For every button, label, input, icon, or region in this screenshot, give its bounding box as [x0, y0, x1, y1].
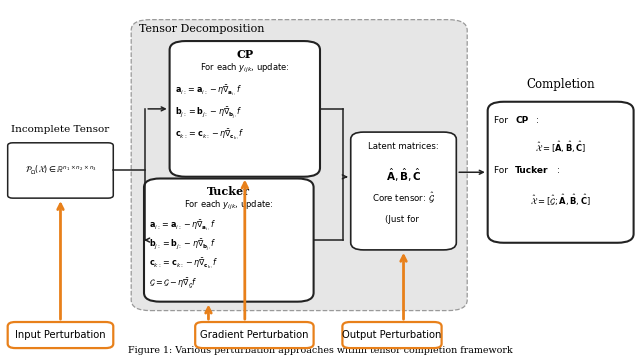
Text: For each $y_{ijk}$, update:: For each $y_{ijk}$, update:: [184, 199, 273, 212]
Text: Figure 1: Various perturbation approaches within tensor completion framework: Figure 1: Various perturbation approache…: [128, 346, 512, 355]
Text: $\hat{\mathcal{X}} = [\hat{\mathbf{A}}, \hat{\mathbf{B}}, \hat{\mathbf{C}}]$: $\hat{\mathcal{X}} = [\hat{\mathbf{A}}, …: [535, 140, 586, 155]
Text: For each $y_{ijk}$, update:: For each $y_{ijk}$, update:: [200, 62, 289, 75]
FancyBboxPatch shape: [342, 322, 442, 348]
FancyBboxPatch shape: [170, 41, 320, 177]
FancyBboxPatch shape: [195, 322, 314, 348]
Text: For: For: [494, 166, 511, 175]
Text: Tucker: Tucker: [515, 166, 548, 175]
Text: CP: CP: [515, 116, 529, 125]
Text: $\mathbf{c}_{k:} = \mathbf{c}_{k:} - \eta\bar{\nabla}_{\mathbf{c}_{k:}} f$: $\mathbf{c}_{k:} = \mathbf{c}_{k:} - \et…: [175, 128, 244, 142]
Text: Latent matrices:: Latent matrices:: [368, 142, 439, 151]
Text: $\hat{\mathcal{X}} = [\hat{\mathcal{G}}; \hat{\mathbf{A}}, \hat{\mathbf{B}}, \ha: $\hat{\mathcal{X}} = [\hat{\mathcal{G}};…: [530, 192, 591, 208]
Text: $\mathcal{P}_{\Omega}(\mathcal{X}) \in \mathbb{R}^{n_1 \times n_2 \times n_3}$: $\mathcal{P}_{\Omega}(\mathcal{X}) \in \…: [24, 164, 97, 177]
Text: Tensor Decomposition: Tensor Decomposition: [139, 24, 264, 34]
Text: $\mathbf{b}_{j:} = \mathbf{b}_{j:} - \eta\bar{\nabla}_{\mathbf{b}_{j:}} f$: $\mathbf{b}_{j:} = \mathbf{b}_{j:} - \et…: [149, 238, 217, 253]
Text: Input Perturbation: Input Perturbation: [15, 330, 106, 340]
Text: Gradient Perturbation: Gradient Perturbation: [200, 330, 308, 340]
Text: Core tensor: $\hat{\mathcal{G}}$: Core tensor: $\hat{\mathcal{G}}$: [372, 191, 435, 205]
Text: :: :: [536, 116, 538, 125]
Text: Incomplete Tensor: Incomplete Tensor: [12, 125, 109, 134]
FancyBboxPatch shape: [131, 20, 467, 311]
Text: Output Perturbation: Output Perturbation: [342, 330, 442, 340]
Text: $\mathbf{b}_{j:} = \mathbf{b}_{j:} - \eta\bar{\nabla}_{\mathbf{b}_{j:}} f$: $\mathbf{b}_{j:} = \mathbf{b}_{j:} - \et…: [175, 106, 243, 121]
Text: Completion: Completion: [526, 78, 595, 91]
Text: $\hat{\mathbf{A}}, \hat{\mathbf{B}}, \hat{\mathbf{C}}$: $\hat{\mathbf{A}}, \hat{\mathbf{B}}, \ha…: [386, 166, 421, 183]
Text: (Just for: (Just for: [385, 215, 422, 224]
Text: CP: CP: [236, 49, 253, 60]
FancyBboxPatch shape: [351, 132, 456, 250]
Text: For: For: [494, 116, 511, 125]
Text: $\mathbf{a}_{i:} = \mathbf{a}_{i:} - \eta\bar{\nabla}_{\mathbf{a}_{i:}} f$: $\mathbf{a}_{i:} = \mathbf{a}_{i:} - \et…: [149, 218, 216, 233]
Text: $\mathcal{G} = \mathcal{G} - \eta\bar{\nabla}_{\mathcal{G}} f$: $\mathcal{G} = \mathcal{G} - \eta\bar{\n…: [149, 276, 198, 291]
Text: $\mathbf{c}_{k:} = \mathbf{c}_{k:} - \eta\bar{\nabla}_{\mathbf{c}_{k:}} f$: $\mathbf{c}_{k:} = \mathbf{c}_{k:} - \et…: [149, 257, 219, 271]
Text: $\mathbf{a}_{i:} = \mathbf{a}_{i:} - \eta\bar{\nabla}_{\mathbf{a}_{i:}} f$: $\mathbf{a}_{i:} = \mathbf{a}_{i:} - \et…: [175, 84, 242, 98]
FancyBboxPatch shape: [488, 102, 634, 243]
Text: Tucker: Tucker: [207, 186, 250, 197]
FancyBboxPatch shape: [144, 178, 314, 302]
Text: :: :: [557, 166, 559, 175]
FancyBboxPatch shape: [8, 143, 113, 198]
FancyBboxPatch shape: [8, 322, 113, 348]
